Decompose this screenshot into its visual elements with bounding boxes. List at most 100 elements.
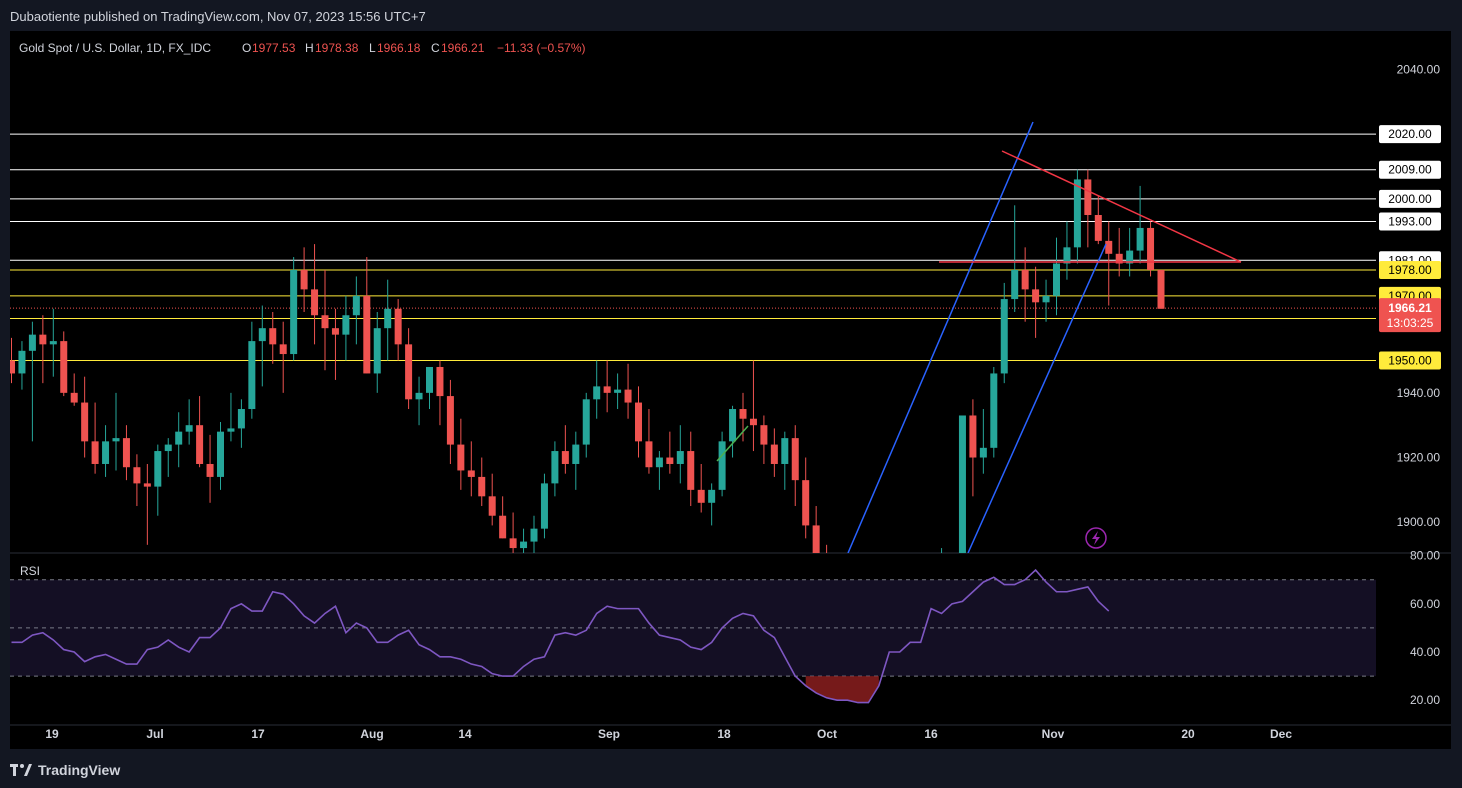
candle-body: [729, 409, 737, 442]
price-levels: [10, 133, 1376, 362]
candle-body: [300, 269, 308, 290]
candle-body: [39, 334, 47, 345]
level-label: 1978.00: [1388, 263, 1432, 277]
candle-body: [990, 373, 998, 448]
level-label-box: [1379, 125, 1441, 144]
candle-body: [321, 315, 329, 329]
candle-body: [739, 409, 747, 419]
candle-body: [10, 360, 15, 374]
open-label: O: [242, 41, 251, 55]
candle-body: [708, 489, 716, 503]
candle-body: [1094, 215, 1102, 241]
close-value: 1966.21: [441, 41, 485, 55]
rsi-tick-label: 80.00: [1410, 549, 1440, 563]
candle-body: [143, 483, 151, 487]
candle-body: [979, 447, 987, 458]
candle-body: [551, 451, 559, 484]
candles: [10, 169, 1165, 749]
chart-svg[interactable]: Gold Spot / U.S. Dollar, 1D, FX_IDC O 19…: [10, 31, 1451, 749]
tradingview-brand: TradingView: [38, 762, 121, 778]
candle-body: [91, 441, 99, 464]
tradingview-logo[interactable]: TradingView: [10, 762, 120, 778]
candle-body: [499, 515, 507, 539]
candle-body: [540, 483, 548, 529]
candle-body: [572, 444, 580, 464]
candle-body: [269, 328, 277, 345]
candle-body: [749, 418, 757, 426]
candle-body: [237, 409, 245, 429]
level-label: 2020.00: [1388, 127, 1432, 141]
last-price-countdown: 13:03:25: [1387, 316, 1434, 330]
last-price-badge: [1379, 298, 1441, 333]
candle-body: [352, 295, 360, 316]
candle-body: [133, 467, 141, 484]
candle-body: [1073, 179, 1081, 248]
candle-body: [655, 457, 663, 468]
candle-body: [645, 441, 653, 468]
candle-body: [969, 415, 977, 458]
time-tick-label: Dec: [1270, 727, 1292, 741]
candle-body: [1042, 295, 1050, 303]
candle-body: [1136, 227, 1144, 251]
ohlc-legend: Gold Spot / U.S. Dollar, 1D, FX_IDC O 19…: [19, 41, 586, 55]
candle-body: [60, 341, 68, 393]
candle-body: [185, 425, 193, 432]
candle-body: [781, 438, 789, 464]
time-tick-label: 19: [45, 727, 59, 741]
candle-body: [812, 525, 820, 553]
candle-body: [446, 396, 454, 445]
chart-frame[interactable]: Gold Spot / U.S. Dollar, 1D, FX_IDC O 19…: [10, 31, 1451, 749]
candle-body: [1157, 269, 1165, 309]
candle-body: [770, 444, 778, 464]
candle-body: [436, 366, 444, 397]
time-axis: 19 Jul 17 Aug 14 Sep 18 Oct 16 Nov 20 Dec: [45, 727, 1292, 741]
rsi-line: [11, 568, 1110, 704]
candle-body: [802, 480, 810, 526]
candle-body: [70, 392, 78, 403]
small-trendline: [716, 425, 749, 462]
candle-body: [384, 308, 392, 329]
price-tick-label: 1940.00: [1397, 386, 1441, 400]
candle-body: [112, 438, 120, 442]
candle-body: [1115, 253, 1123, 264]
candle-body: [196, 425, 204, 464]
time-tick-label: Oct: [817, 727, 837, 741]
level-label: 2009.00: [1388, 163, 1432, 177]
candle-body: [582, 399, 590, 445]
candle-body: [164, 444, 172, 452]
close-label: C: [431, 41, 440, 55]
candle-body: [1126, 250, 1134, 264]
candle-body: [718, 441, 726, 490]
candle-body: [457, 444, 465, 471]
time-tick-label: Jul: [146, 727, 163, 741]
candle-body: [363, 295, 371, 374]
candle-body: [81, 402, 89, 442]
candle-body: [467, 470, 475, 477]
candle-body: [1084, 179, 1092, 216]
lightning-icon[interactable]: [1085, 527, 1107, 549]
candle-body: [896, 739, 903, 749]
change-value: −11.33 (−0.57%): [497, 41, 586, 55]
rsi-oversold-fill: [805, 676, 879, 703]
candle-body: [290, 269, 298, 355]
channel-upper-line: [847, 121, 1034, 553]
candle-body: [154, 451, 162, 487]
candle-body: [1063, 247, 1071, 264]
top-bar: Dubaotiente published on TradingView.com…: [0, 0, 1462, 30]
candle-body: [1011, 269, 1019, 300]
last-price-value: 1966.21: [1388, 301, 1432, 315]
candle-body: [175, 431, 183, 445]
time-tick-label: 18: [717, 727, 731, 741]
candle-body: [614, 389, 622, 393]
candle-body: [1021, 269, 1029, 290]
candle-body: [279, 344, 287, 355]
rsi-pane: 80.00 60.00 40.00 20.00: [10, 549, 1440, 707]
candle-body: [49, 341, 57, 345]
candle-body: [624, 389, 632, 403]
level-label: 1993.00: [1388, 214, 1432, 228]
level-label-box: [1379, 160, 1441, 179]
candle-body: [248, 341, 256, 410]
high-value: 1978.38: [315, 41, 359, 55]
candle-body: [666, 457, 674, 464]
time-tick-label: 14: [458, 727, 472, 741]
